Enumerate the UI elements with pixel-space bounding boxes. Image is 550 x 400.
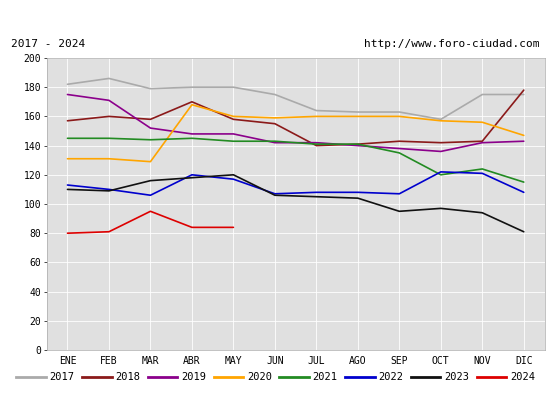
Text: 2017 - 2024: 2017 - 2024	[11, 39, 85, 49]
Text: Evolucion del paro registrado en Madrigal de las Altas Torres: Evolucion del paro registrado en Madriga…	[31, 9, 519, 22]
Text: 2017: 2017	[50, 372, 75, 382]
Text: 2022: 2022	[378, 372, 404, 382]
Text: http://www.foro-ciudad.com: http://www.foro-ciudad.com	[364, 39, 539, 49]
Text: 2021: 2021	[313, 372, 338, 382]
Text: 2018: 2018	[116, 372, 140, 382]
Text: 2020: 2020	[247, 372, 272, 382]
Text: 2023: 2023	[444, 372, 469, 382]
Text: 2019: 2019	[181, 372, 206, 382]
Text: 2024: 2024	[510, 372, 535, 382]
